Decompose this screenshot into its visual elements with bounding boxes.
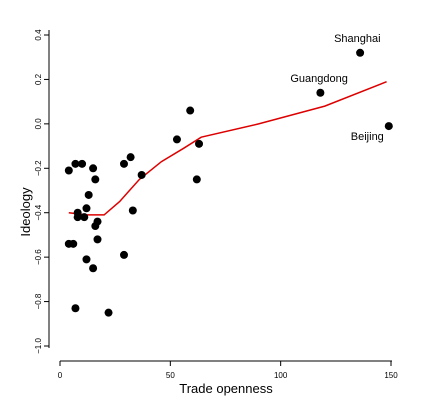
data-point <box>73 213 82 222</box>
data-point <box>71 304 80 313</box>
data-point <box>126 153 135 162</box>
y-tick-label: 0.0 <box>34 118 43 130</box>
data-point <box>69 239 78 248</box>
y-tick-label: −0.2 <box>34 160 43 176</box>
fit-line-group <box>68 81 387 216</box>
x-tick-label: 150 <box>384 371 398 380</box>
data-point <box>119 250 128 259</box>
point-label: Shanghai <box>334 33 381 45</box>
data-point <box>89 164 98 173</box>
data-point <box>316 88 325 97</box>
data-point <box>137 170 146 179</box>
y-tick-label: −0.4 <box>34 204 43 220</box>
data-point <box>356 48 365 57</box>
data-point <box>186 106 195 115</box>
data-point <box>93 235 102 244</box>
y-tick-label: 0.2 <box>34 73 43 85</box>
x-tick-label: 100 <box>274 371 288 380</box>
data-point <box>78 159 87 168</box>
data-point <box>91 222 100 231</box>
data-point <box>89 264 98 273</box>
data-point <box>192 175 201 184</box>
point-label: Beijing <box>351 131 384 143</box>
x-ticks: 0 50 100 150 <box>58 361 398 380</box>
data-point <box>84 190 93 199</box>
point-label: Guangdong <box>290 73 348 85</box>
data-point <box>119 159 128 168</box>
plot-frame <box>48 30 392 362</box>
data-point <box>82 204 91 213</box>
data-point <box>91 175 100 184</box>
data-point <box>384 122 393 131</box>
x-tick-label: 50 <box>166 371 175 380</box>
data-point <box>71 159 80 168</box>
data-point <box>128 206 137 215</box>
data-point <box>104 308 113 317</box>
fit-line <box>68 81 387 216</box>
y-tick-label: −0.8 <box>34 293 43 309</box>
data-point <box>82 255 91 264</box>
points-group: Shanghai Guangdong Beijing <box>64 33 393 317</box>
data-point <box>195 139 204 148</box>
y-tick-label: 0.4 <box>34 29 43 41</box>
y-tick-label: −0.6 <box>34 249 43 265</box>
y-axis-title: Ideology <box>18 187 33 237</box>
data-point <box>80 213 89 222</box>
y-ticks: −1.0 −0.8 −0.6 −0.4 −0.2 0.0 0.2 0.4 <box>34 29 49 354</box>
y-tick-label: −1.0 <box>34 338 43 354</box>
x-tick-label: 0 <box>58 371 63 380</box>
data-point <box>172 135 181 144</box>
x-axis-title: Trade openness <box>179 381 273 396</box>
data-point <box>64 166 73 175</box>
